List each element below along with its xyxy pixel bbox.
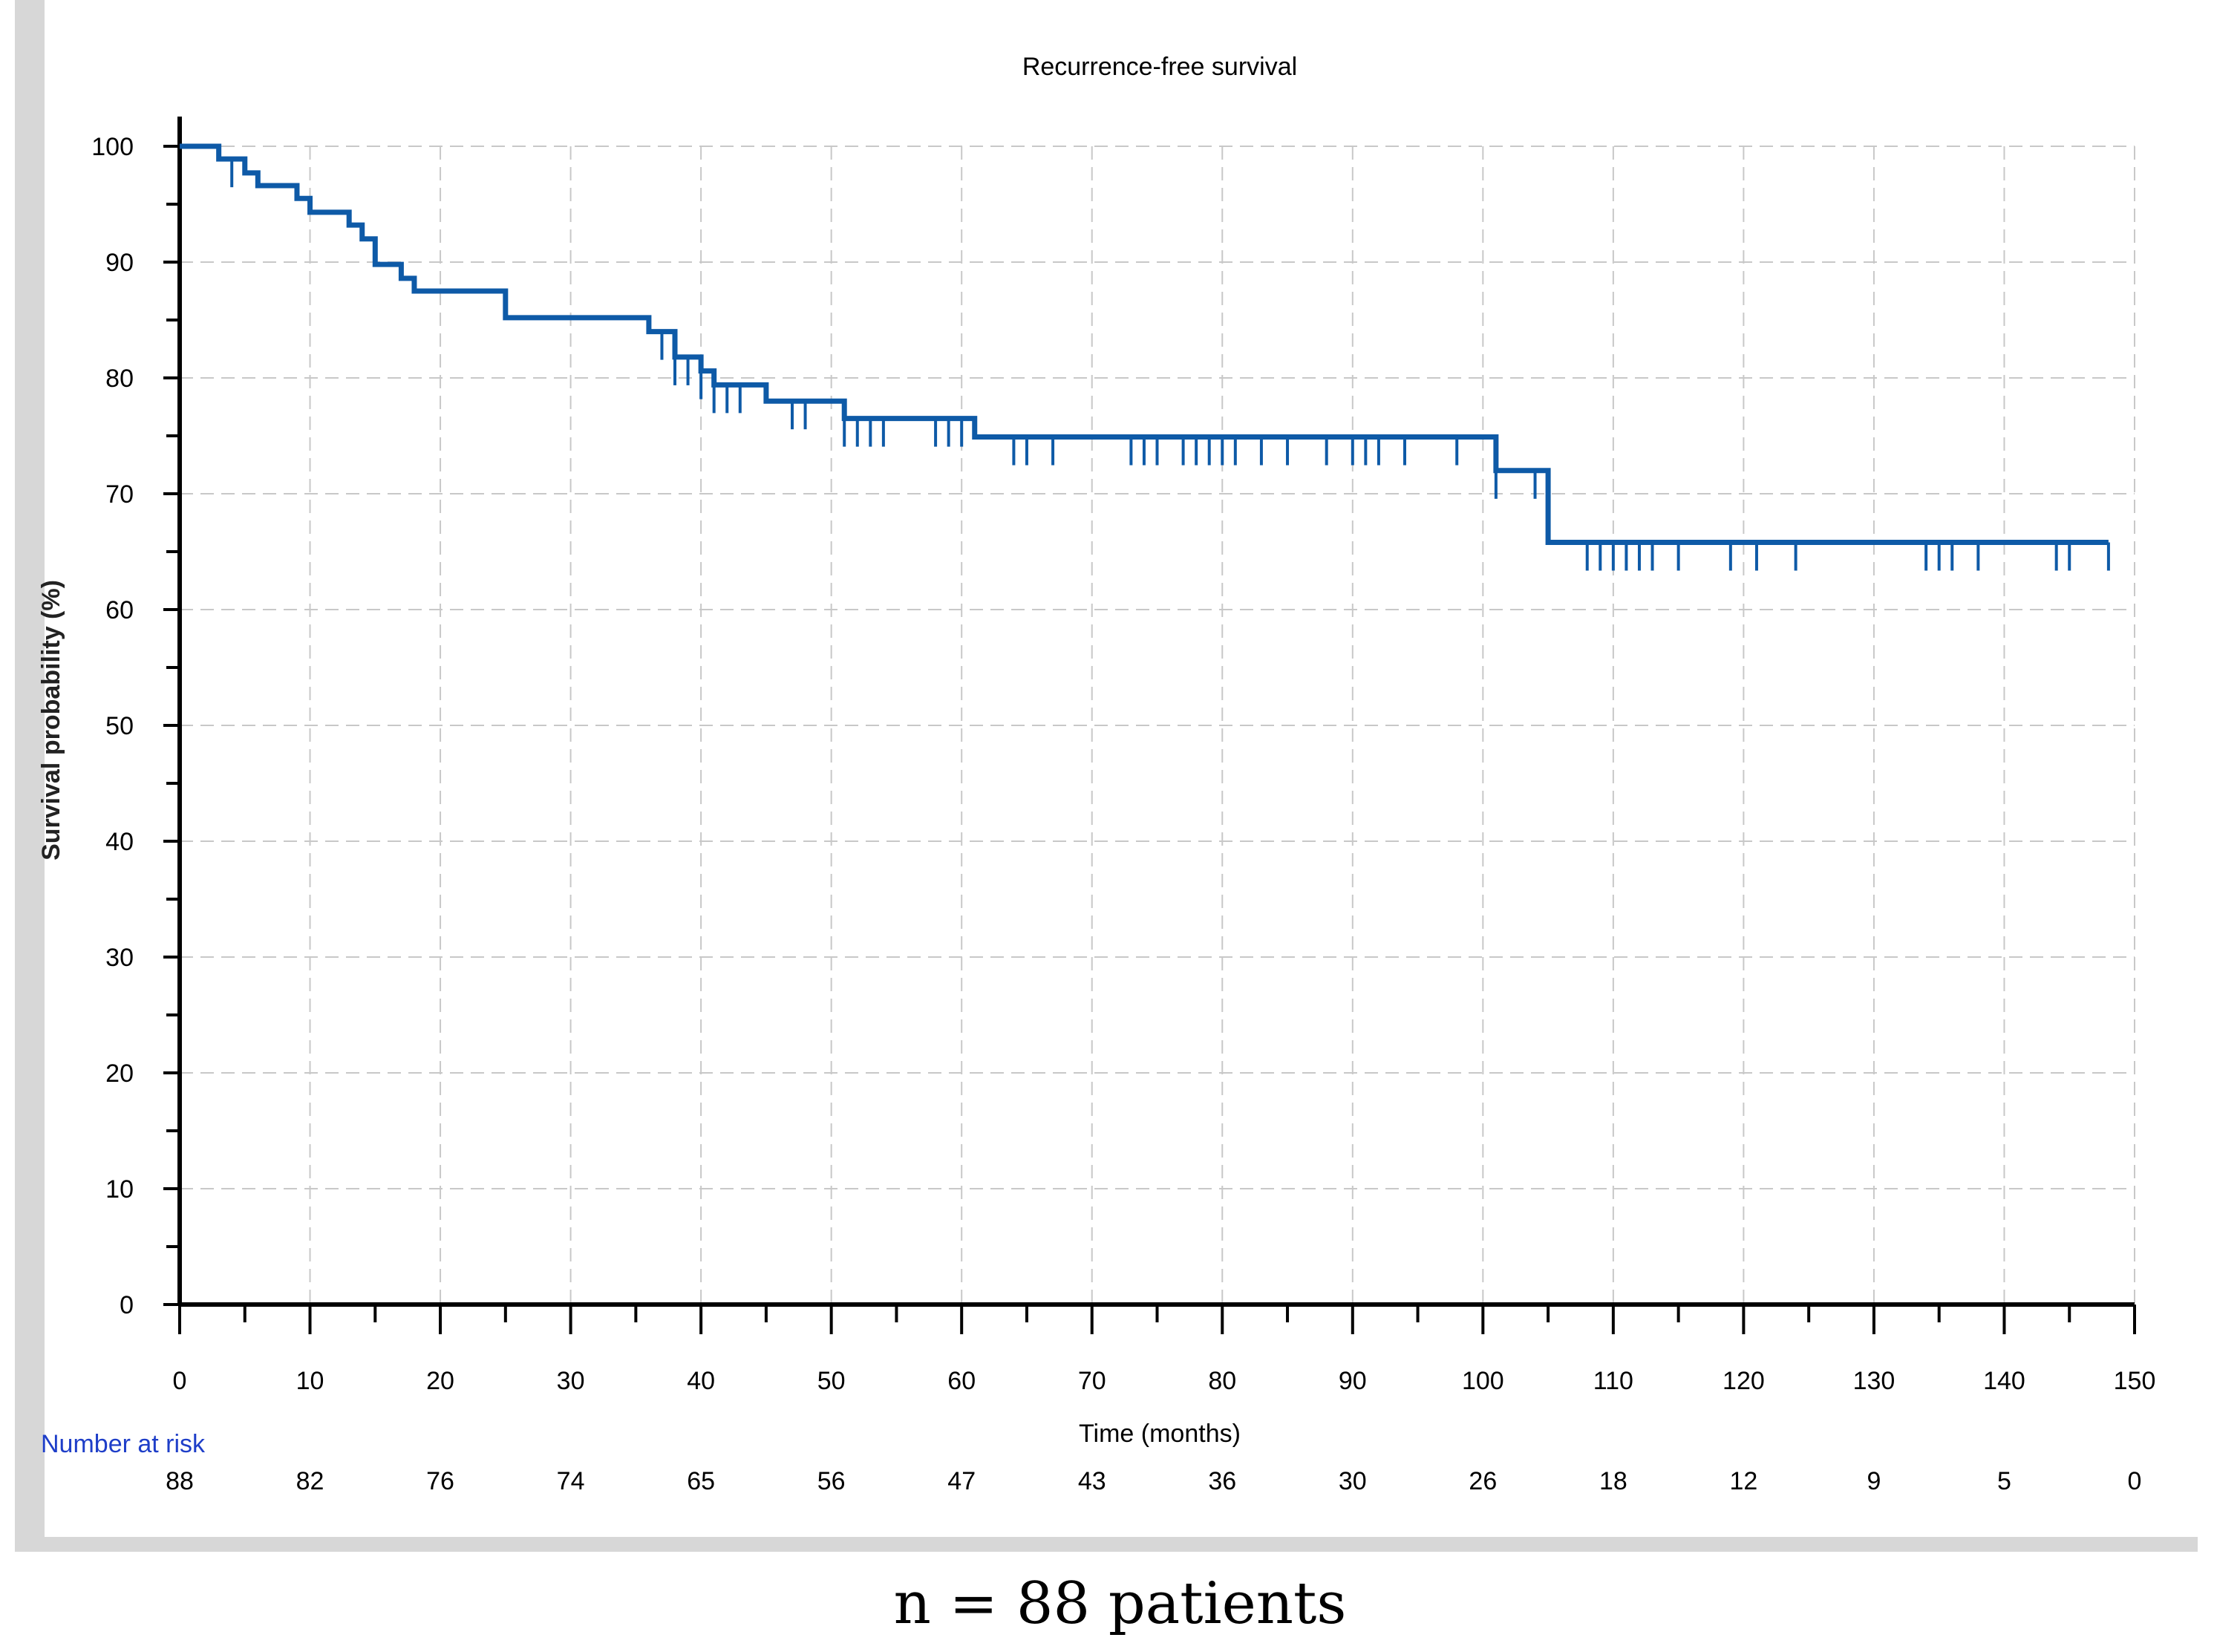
risk-count: 36 — [1208, 1467, 1236, 1495]
x-tick-label: 10 — [296, 1367, 324, 1395]
x-tick-label: 90 — [1339, 1367, 1367, 1395]
x-tick-label: 0 — [173, 1367, 187, 1395]
x-tick-label: 60 — [947, 1367, 976, 1395]
risk-count: 26 — [1469, 1467, 1497, 1495]
x-tick-label: 30 — [557, 1367, 585, 1395]
figure-frame — [15, 0, 2198, 1552]
figure-caption: n = 88 patients — [893, 1570, 1347, 1637]
y-tick-label: 10 — [105, 1175, 134, 1204]
x-tick-label: 70 — [1078, 1367, 1106, 1395]
survival-curve — [180, 143, 2109, 546]
x-tick-label: 110 — [1593, 1367, 1633, 1395]
risk-table-label: Number at risk — [41, 1430, 206, 1458]
x-tick-label: 120 — [1723, 1367, 1765, 1395]
risk-count: 82 — [296, 1467, 324, 1495]
label-layer: Recurrence-free survival Time (months) S… — [37, 53, 2155, 1495]
x-tick-label: 50 — [817, 1367, 846, 1395]
y-tick-label: 90 — [105, 249, 134, 277]
risk-count: 0 — [2128, 1467, 2142, 1495]
risk-count: 76 — [426, 1467, 454, 1495]
chart-title: Recurrence-free survival — [1022, 53, 1297, 81]
risk-count: 65 — [687, 1467, 715, 1495]
x-tick-label: 130 — [1853, 1367, 1895, 1395]
y-tick-label: 0 — [120, 1291, 134, 1319]
risk-count: 12 — [1729, 1467, 1757, 1495]
y-tick-label: 50 — [105, 712, 134, 740]
x-tick-label: 80 — [1208, 1367, 1236, 1395]
x-tick-label: 20 — [426, 1367, 454, 1395]
y-tick-label: 60 — [105, 596, 134, 624]
x-tick-label: 40 — [687, 1367, 715, 1395]
risk-count: 9 — [1867, 1467, 1881, 1495]
x-tick-label: 150 — [2114, 1367, 2156, 1395]
figure-panel — [45, 0, 2198, 1537]
risk-count: 30 — [1339, 1467, 1367, 1495]
risk-count: 74 — [557, 1467, 585, 1495]
y-tick-label: 30 — [105, 944, 134, 972]
y-axis-label: Survival probability (%) — [37, 580, 65, 861]
risk-count: 47 — [947, 1467, 976, 1495]
risk-count: 56 — [817, 1467, 846, 1495]
y-tick-label: 80 — [105, 365, 134, 393]
risk-count: 18 — [1599, 1467, 1627, 1495]
grid-layer — [180, 146, 2135, 1305]
curve-layer — [180, 143, 2110, 571]
axis-layer — [163, 117, 2136, 1334]
x-tick-label: 100 — [1462, 1367, 1504, 1395]
y-tick-label: 20 — [105, 1060, 134, 1088]
x-tick-label: 140 — [1983, 1367, 2025, 1395]
x-axis-label: Time (months) — [1079, 1420, 1241, 1448]
risk-count: 43 — [1078, 1467, 1106, 1495]
y-tick-label: 70 — [105, 480, 134, 509]
y-tick-label: 100 — [91, 133, 134, 161]
y-tick-label: 40 — [105, 828, 134, 856]
risk-count: 5 — [1997, 1467, 2011, 1495]
risk-count: 88 — [166, 1467, 194, 1495]
